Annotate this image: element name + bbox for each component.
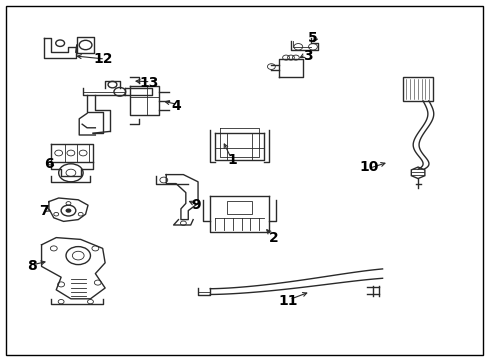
Text: 5: 5 (307, 31, 317, 45)
Circle shape (65, 208, 71, 213)
Text: 6: 6 (44, 157, 54, 171)
Text: 8: 8 (27, 260, 37, 273)
Bar (403, 77, 432, 101)
Text: 13: 13 (139, 76, 159, 90)
Bar (227, 201, 251, 214)
Text: 2: 2 (268, 231, 278, 244)
Text: 4: 4 (171, 99, 181, 113)
Polygon shape (410, 167, 424, 179)
Text: 10: 10 (359, 161, 378, 174)
Text: 1: 1 (227, 153, 237, 167)
Text: 9: 9 (190, 198, 200, 212)
Text: 12: 12 (93, 53, 112, 66)
Text: 11: 11 (278, 294, 298, 307)
Text: 3: 3 (303, 49, 312, 63)
Text: 7: 7 (39, 204, 49, 217)
